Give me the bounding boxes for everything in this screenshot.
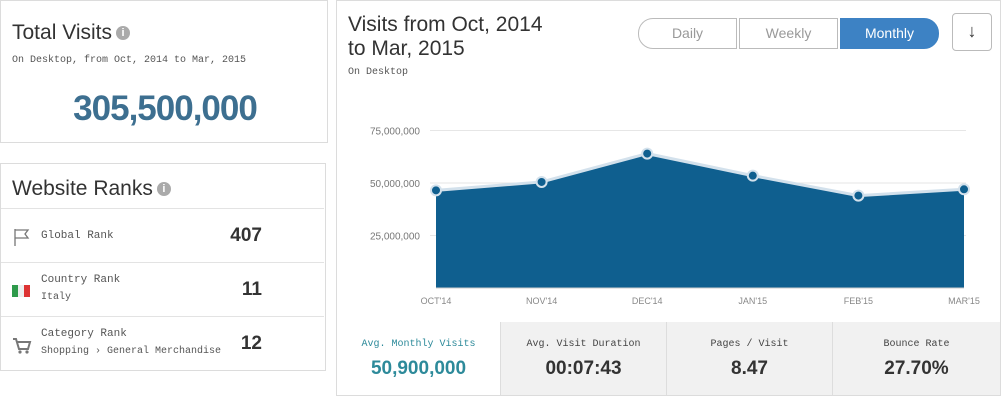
- flag-icon: [14, 229, 30, 246]
- metric: Pages / Visit 8.47: [666, 322, 832, 395]
- point: [535, 175, 548, 188]
- metric: Avg. Visit Duration 00:07:43: [500, 322, 666, 395]
- x-tick-label: NOV'14: [526, 296, 557, 306]
- period-button[interactable]: Weekly: [739, 18, 838, 49]
- point: [852, 189, 865, 202]
- rank-value: 407: [230, 225, 262, 246]
- panel-title: Website Ranks i: [12, 177, 171, 201]
- x-tick-label: OCT'14: [421, 296, 452, 306]
- x-tick-label: DEC'14: [632, 296, 663, 306]
- metric-label: Bounce Rate: [883, 339, 950, 350]
- total-visits-panel: Total Visits i On Desktop, from Oct, 2014…: [0, 0, 328, 143]
- title-text: Website Ranks: [12, 177, 153, 200]
- period-button[interactable]: Daily: [638, 18, 737, 49]
- y-tick-label: 50,000,000: [370, 179, 420, 190]
- download-button[interactable]: ↓: [952, 13, 992, 51]
- ranks-panel: Website Ranks i Global Rank 407 Country R…: [0, 163, 326, 371]
- rank-value: 11: [241, 279, 262, 300]
- x-tick-label: JAN'15: [738, 296, 767, 306]
- metric-value: 27.70%: [884, 358, 949, 379]
- y-tick-label: 25,000,000: [370, 232, 420, 243]
- x-tick-label: MAR'15: [948, 296, 980, 306]
- rank-value: 12: [240, 333, 262, 354]
- italy-flag: [12, 285, 30, 297]
- cart-icon: [13, 338, 32, 354]
- metric-value: 8.47: [731, 358, 768, 379]
- subtitle: On Desktop, from Oct, 2014 to Mar, 2015: [12, 55, 247, 66]
- area: [436, 153, 964, 288]
- info-icon[interactable]: i: [156, 182, 171, 197]
- y-tick-label: 75,000,000: [370, 127, 420, 138]
- rank-row: Global Rank 407: [1, 208, 324, 263]
- panel-title: Total Visits i: [12, 21, 130, 45]
- metric-label: Avg. Monthly Visits: [361, 339, 476, 350]
- metric-value: 50,900,000: [370, 358, 467, 379]
- rank-sublabel: Shopping › General Merchandise: [41, 346, 222, 357]
- rank-row: Country Rank Italy 11: [1, 262, 324, 317]
- point: [746, 169, 759, 182]
- rank-sublabel: Italy: [41, 292, 72, 303]
- point: [430, 184, 442, 197]
- metric: Bounce Rate 27.70%: [832, 322, 1000, 395]
- point: [641, 147, 654, 160]
- line: [435, 152, 965, 198]
- rank-label: Category Rank: [41, 328, 127, 340]
- title-text: Total Visits: [12, 21, 112, 44]
- metric-label: Pages / Visit: [710, 339, 789, 350]
- chart: 25,000,000 50,000,000 75,000,000 OCT'14 NOV'…: [370, 127, 980, 307]
- point: [958, 183, 970, 196]
- rank-row: Category Rank Shopping › General Merchan…: [1, 316, 324, 371]
- info-icon[interactable]: i: [116, 26, 130, 41]
- metric-label: Avg. Visit Duration: [526, 339, 641, 350]
- chart-subtitle: On Desktop: [348, 67, 409, 78]
- rank-label: Global Rank: [41, 230, 114, 242]
- chart-title: Visits from Oct, 2014 to Mar, 2015: [348, 13, 543, 60]
- metric: Avg. Monthly Visits 50,900,000: [337, 322, 500, 395]
- rank-label: Country Rank: [41, 274, 121, 286]
- metric-value: 00:07:43: [545, 358, 622, 379]
- total-value: 305,500,000: [73, 89, 258, 128]
- period-button[interactable]: Monthly: [840, 18, 939, 49]
- x-tick-label: FEB'15: [844, 296, 873, 306]
